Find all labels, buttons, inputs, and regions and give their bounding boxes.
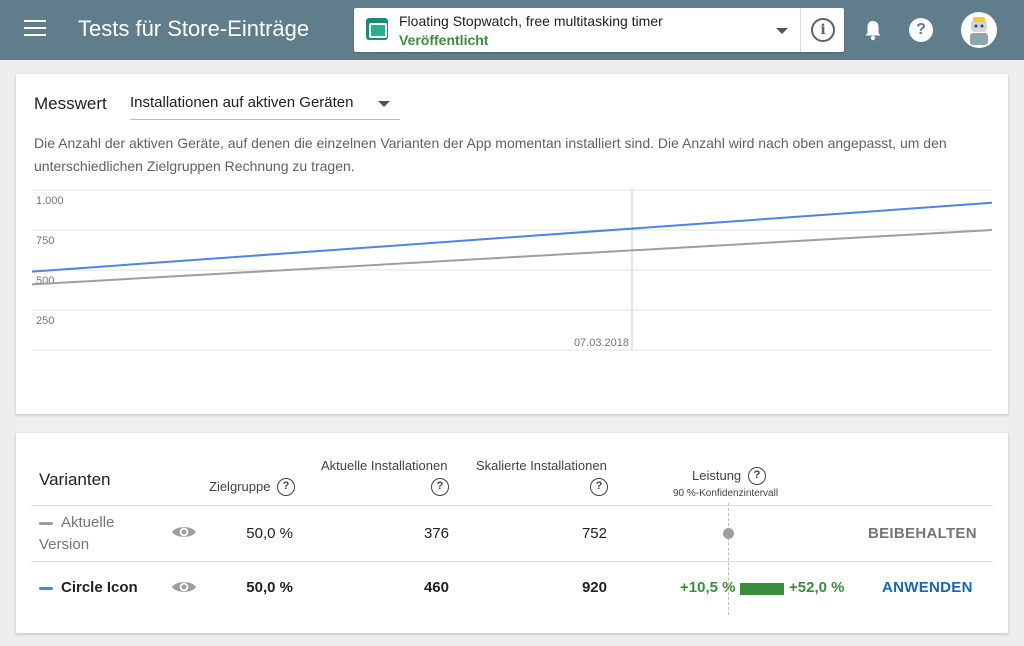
variants-card: Varianten Zielgruppe ? Aktuelle Installa… <box>16 433 1008 633</box>
metric-dropdown-value: Installationen auf aktiven Geräten <box>130 94 354 111</box>
divider <box>31 561 993 562</box>
performance-high-value: +52,0 % <box>789 579 845 596</box>
current-installs-value: 376 <box>423 525 449 542</box>
variant-name: Circle Icon <box>39 577 179 599</box>
series-line-1 <box>32 201 992 273</box>
y-tick-label: 500 <box>36 275 54 287</box>
column-header-current-installs: Aktuelle Installationen <box>321 458 448 473</box>
info-icon[interactable]: i <box>811 18 835 42</box>
app-status: Veröffentlicht <box>399 32 489 48</box>
page-title: Tests für Store-Einträge <box>78 16 310 41</box>
column-header-performance: Leistung <box>692 468 742 483</box>
y-tick-label: 1.000 <box>36 195 64 207</box>
help-icon[interactable]: ? <box>909 18 933 42</box>
divider <box>31 505 993 506</box>
app-logo-icon <box>366 18 388 40</box>
audience-value: 50,0 % <box>246 525 293 542</box>
scaled-installs-value: 752 <box>581 525 607 542</box>
eye-icon[interactable] <box>171 524 197 540</box>
confidence-interval-bar <box>740 583 784 595</box>
column-header-audience: Zielgruppe <box>209 479 271 494</box>
performance-marker <box>723 528 734 539</box>
metric-dropdown[interactable]: Installationen auf aktiven Geräten <box>130 88 400 120</box>
help-icon[interactable]: ? <box>590 478 608 496</box>
keep-button[interactable]: BEIBEHALTEN <box>868 525 977 542</box>
eye-icon[interactable] <box>171 579 197 595</box>
y-tick-label: 250 <box>36 315 54 327</box>
help-icon[interactable]: ? <box>748 467 766 485</box>
performance-low-value: +10,5 % <box>680 579 736 596</box>
top-app-bar: Tests für Store-Einträge Floating Stopwa… <box>0 0 1024 60</box>
variants-title: Varianten <box>39 470 111 489</box>
column-header-scaled-installs: Skalierte Installationen <box>476 458 607 473</box>
metric-label: Messwert <box>34 94 107 113</box>
app-selector[interactable]: Floating Stopwatch, free multitasking ti… <box>354 8 844 52</box>
metric-description: Die Anzahl der aktiven Geräte, auf denen… <box>34 135 947 174</box>
audience-value: 50,0 % <box>246 579 293 596</box>
bell-icon[interactable] <box>864 19 882 41</box>
x-marker-label: 07.03.2018 <box>574 337 629 349</box>
column-subheader-confidence: 90 %-Konfidenzintervall <box>673 488 779 499</box>
scaled-installs-value: 920 <box>581 579 607 596</box>
chevron-down-icon[interactable] <box>378 101 390 107</box>
y-tick-label: 750 <box>36 235 54 247</box>
installs-line-chart: 1.000 750 500 250 07.03.2018 <box>32 189 992 351</box>
help-icon[interactable]: ? <box>431 478 449 496</box>
avatar[interactable] <box>961 12 997 48</box>
series-color-swatch <box>39 586 53 590</box>
help-icon[interactable]: ? <box>277 478 295 496</box>
performance-zero-axis <box>728 503 729 615</box>
series-color-swatch <box>39 521 53 525</box>
apply-button[interactable]: ANWENDEN <box>882 579 973 596</box>
menu-icon[interactable] <box>24 20 46 38</box>
metric-card: Messwert Installationen auf aktiven Gerä… <box>16 74 1008 414</box>
series-line-2 <box>32 229 992 286</box>
current-installs-value: 460 <box>423 579 449 596</box>
variant-name: Aktuelle Version <box>39 514 115 553</box>
chevron-down-icon[interactable] <box>776 28 788 34</box>
divider <box>800 8 801 52</box>
app-name: Floating Stopwatch, free multitasking ti… <box>399 13 663 29</box>
